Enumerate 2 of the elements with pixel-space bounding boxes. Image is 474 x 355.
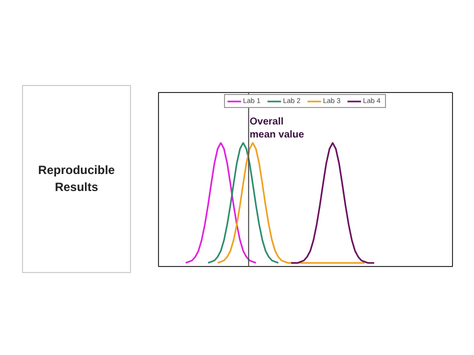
text: Overall mean value [250,116,305,141]
text: Reproducible Results [22,85,131,273]
